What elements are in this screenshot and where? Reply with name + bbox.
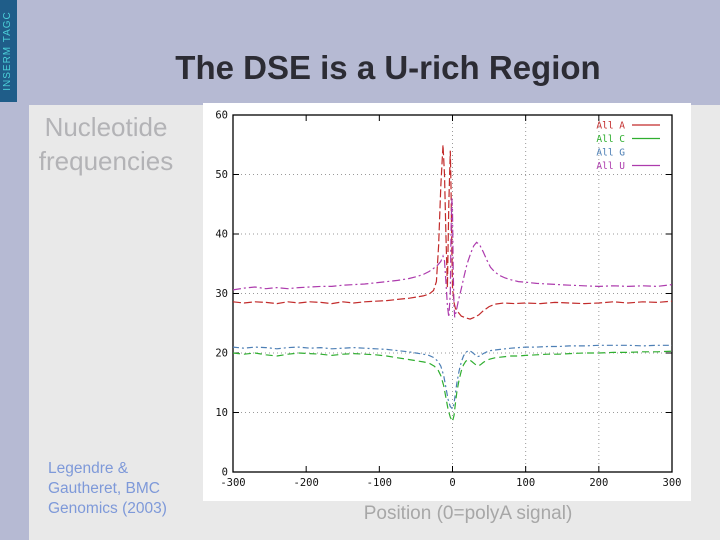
x-tick-label: 200 (589, 477, 608, 489)
inserm-sidebar-bar (0, 0, 17, 102)
x-tick-label: 100 (516, 477, 535, 489)
nucleotide-frequency-chart: -300 -200 -100 0 100 200 300 0 10 20 30 40 50 60 All A… (203, 103, 691, 501)
x-axis-caption: Position (0=polyA signal) (363, 503, 573, 524)
citation-line3: Genomics (2003) (48, 500, 167, 517)
citation: Legendre & Gautheret, BMC Genomics (2003… (48, 459, 167, 519)
y-tick-label: 30 (215, 288, 228, 300)
legend-label-all-c: All C (596, 134, 625, 145)
legend-label-all-a: All A (596, 121, 625, 132)
y-tick-label: 20 (215, 348, 228, 360)
x-tick-label: -300 (220, 477, 245, 489)
y-tick-label: 40 (215, 229, 228, 241)
x-tick-label: -100 (367, 477, 392, 489)
series-all-u (232, 198, 673, 318)
inserm-tagc-vertical-label: INSERM TAGC (2, 11, 13, 91)
y-tick-label: 0 (222, 467, 228, 479)
slide-title: The DSE is a U-rich Region (175, 49, 601, 87)
nucleotide-frequencies-label: Nucleotide frequencies (28, 110, 184, 178)
x-tick-label: 300 (663, 477, 682, 489)
legend-label-all-u: All U (596, 161, 625, 172)
chart-canvas: -300 -200 -100 0 100 200 300 0 10 20 30 40 50 60 All A… (215, 110, 682, 490)
nucleotide-frequencies-line1: Nucleotide (44, 112, 168, 142)
series-all-c (232, 350, 673, 424)
x-tick-label: -200 (294, 477, 319, 489)
y-tick-label: 10 (215, 407, 228, 419)
nucleotide-frequencies-line2: frequencies (38, 146, 174, 176)
series-all-g (232, 344, 672, 411)
legend-label-all-g: All G (596, 148, 625, 159)
x-tick-label: 0 (449, 477, 455, 489)
citation-line1: Legendre & (48, 460, 129, 477)
citation-line2: Gautheret, BMC (48, 480, 160, 497)
series-all-a (232, 144, 673, 320)
y-tick-label: 50 (215, 169, 228, 181)
y-tick-label: 60 (215, 110, 228, 122)
